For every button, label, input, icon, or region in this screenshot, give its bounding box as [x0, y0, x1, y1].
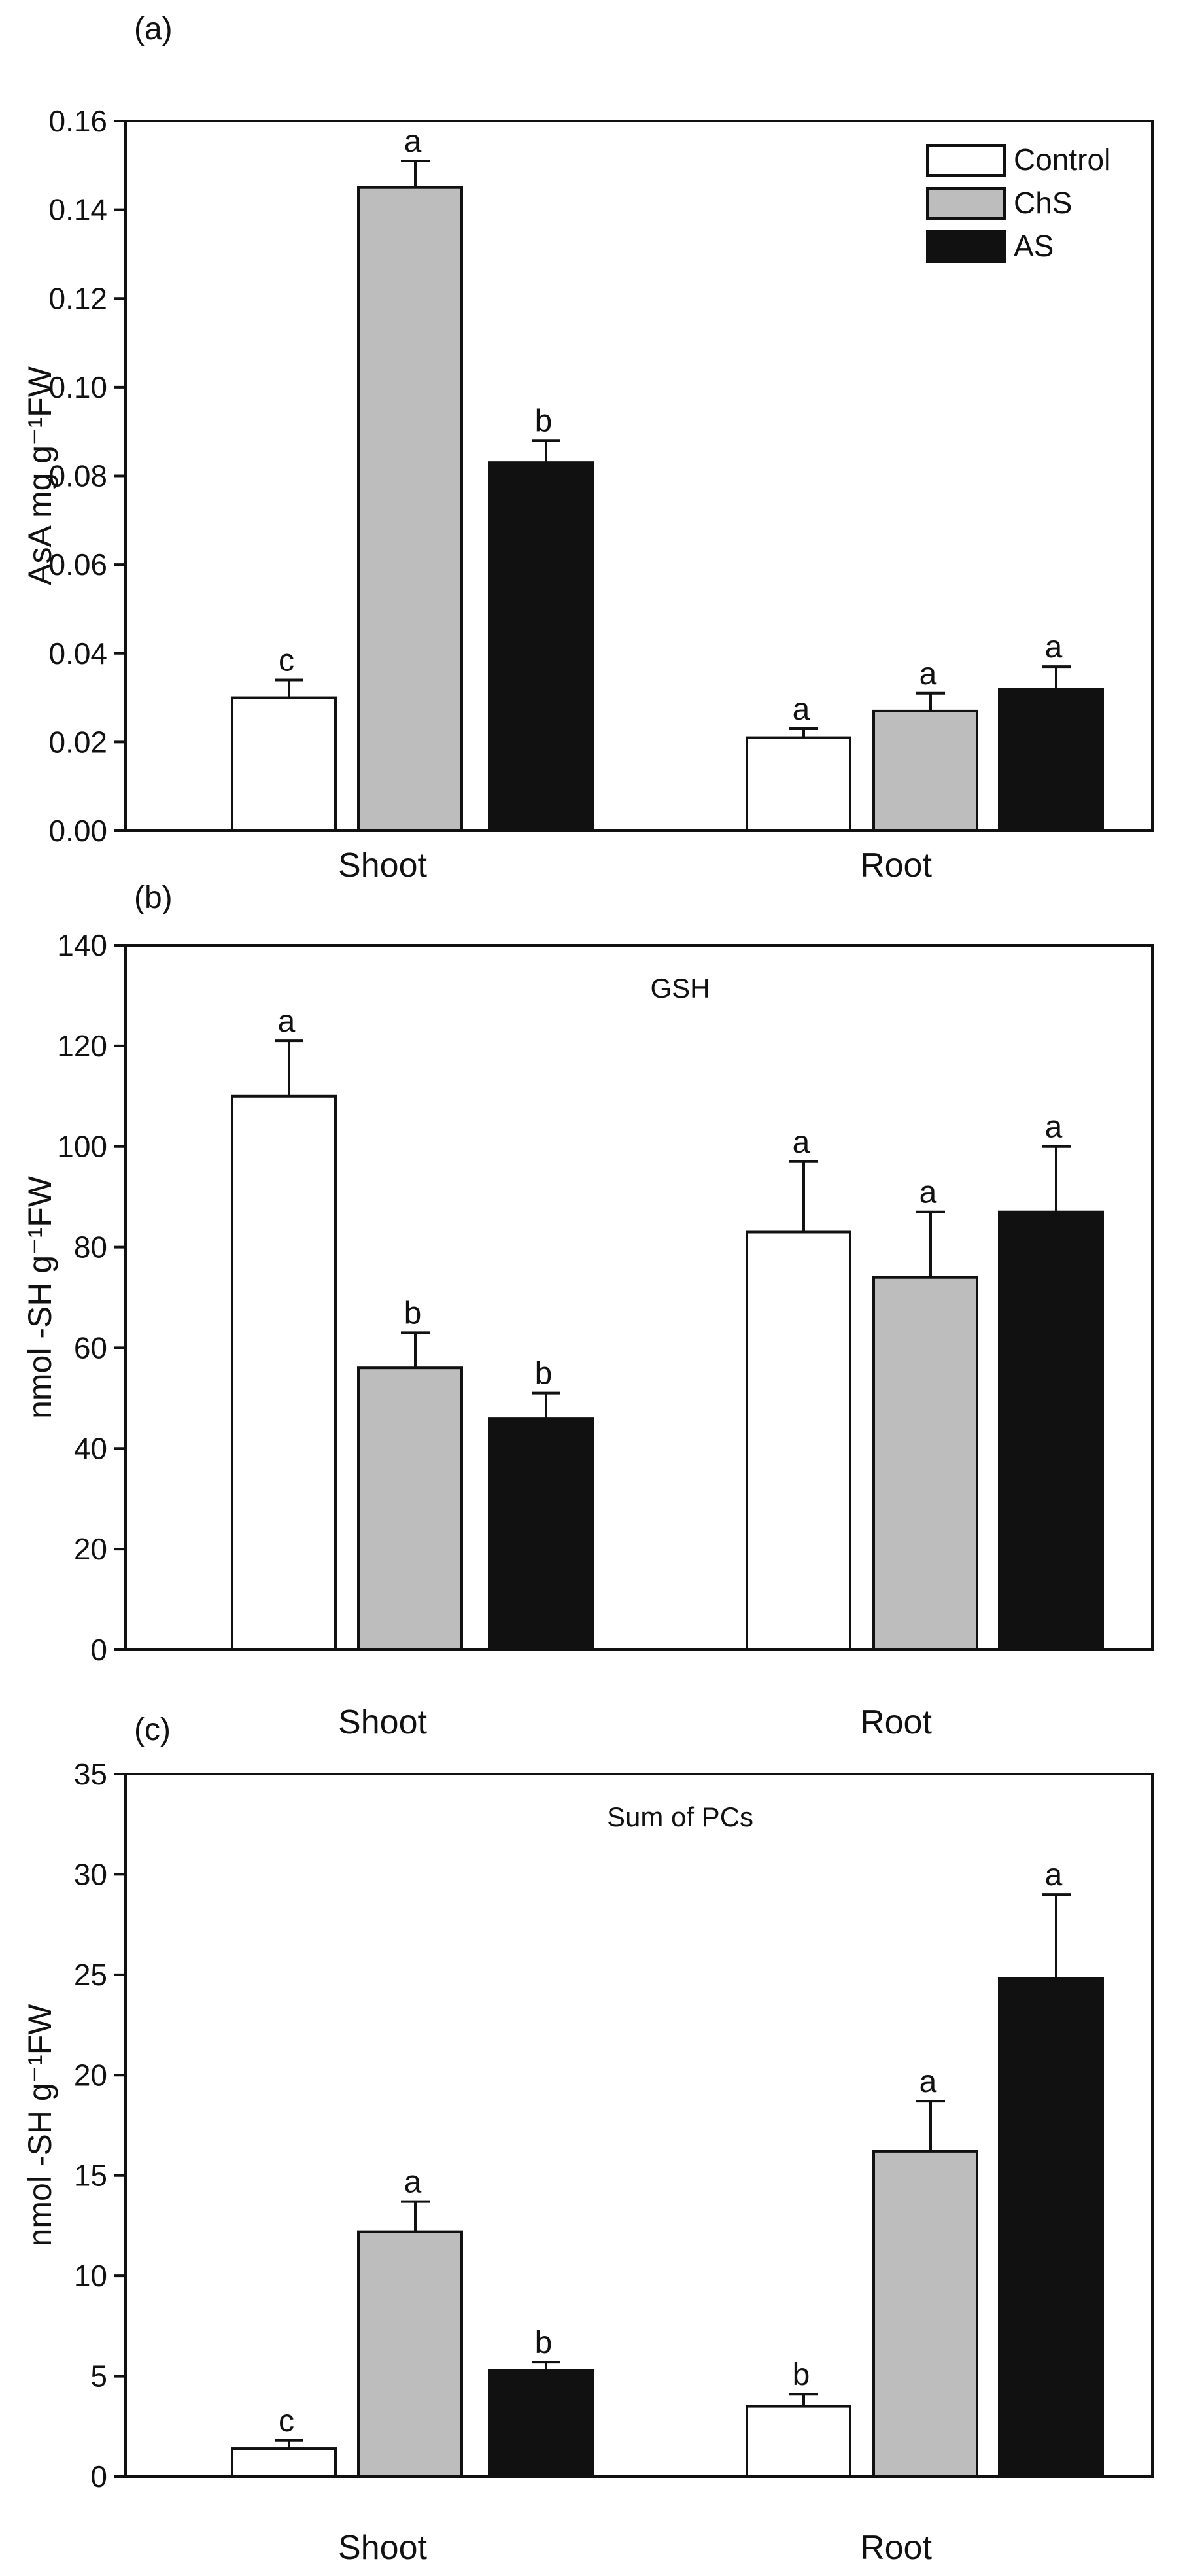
category-label-shoot: Shoot [338, 846, 427, 884]
significance-letter: c [279, 2404, 294, 2439]
significance-letter: a [278, 1004, 296, 1039]
chart-panel-0: (a) 0.00 0.02 0.04 0.06 0.08 0.10 0.12 0.14 0.16 A… [22, 12, 1154, 884]
legend-swatch-control [926, 144, 1006, 177]
bar-control-shoot [231, 1094, 337, 1652]
significance-letter: b [793, 2358, 810, 2392]
y-tick-label: 0.14 [48, 193, 107, 227]
bar-as-shoot [488, 1417, 594, 1652]
bar-chs-root [872, 709, 978, 832]
y-axis-label: AsA mg g⁻¹FW [22, 366, 58, 585]
y-tick-label: 0.04 [48, 636, 107, 670]
significance-letter: a [919, 657, 937, 691]
legend-label-control: Control [1014, 143, 1110, 177]
significance-letter: b [535, 404, 553, 438]
significance-letter: c [279, 643, 294, 678]
bar-chs-shoot [357, 2230, 463, 2478]
y-tick-label: 20 [74, 1532, 107, 1566]
y-tick-label: 0.02 [48, 725, 107, 759]
category-label-root: Root [860, 1703, 932, 1741]
significance-letter: a [404, 124, 422, 159]
y-tick-label: 100 [57, 1130, 107, 1164]
legend-swatch-as [926, 230, 1006, 263]
y-tick-label: 0.00 [48, 814, 107, 848]
chart-panel-1: (b) 0 20 40 60 80 100 120 140 nmol -SH g⁻¹FW GSH Sh… [22, 880, 1154, 1741]
significance-letter: a [404, 2165, 422, 2200]
significance-letter: a [793, 1125, 810, 1160]
bar-chs-shoot [357, 1366, 463, 1651]
panel-label: (c) [134, 1713, 171, 1747]
y-tick-label: 10 [74, 2259, 107, 2293]
bar-chs-root [872, 1276, 978, 1651]
plot-frame [124, 1773, 1154, 2478]
bar-control-root [746, 736, 851, 832]
significance-letter: a [919, 2064, 937, 2099]
legend-swatch-chs [926, 187, 1006, 220]
y-tick-label: 20 [74, 2058, 107, 2092]
category-label-root: Root [860, 846, 932, 884]
significance-letter: a [793, 692, 810, 727]
y-axis-label: nmol -SH g⁻¹FW [22, 2004, 58, 2247]
y-axis-label: nmol -SH g⁻¹FW [22, 1175, 58, 1419]
category-label-root: Root [860, 2529, 932, 2567]
significance-letter: a [1045, 1858, 1063, 1892]
chart-title: Sum of PCs [607, 1801, 753, 1832]
category-label-shoot: Shoot [338, 1703, 427, 1741]
y-tick-label: 0 [90, 1633, 107, 1667]
panel-label: (b) [134, 880, 173, 915]
bar-as-shoot [488, 461, 594, 832]
y-tick-label: 0.08 [48, 459, 107, 493]
y-tick-label: 0.16 [48, 104, 107, 138]
y-tick-label: 35 [74, 1757, 107, 1791]
legend: Control ChS AS [926, 143, 1110, 263]
bar-chs-shoot [357, 186, 463, 832]
bar-control-shoot [231, 2447, 337, 2479]
y-tick-label: 15 [74, 2159, 107, 2193]
bar-chs-root [872, 2150, 978, 2478]
y-tick-label: 140 [57, 928, 107, 962]
y-tick-label: 30 [74, 1857, 107, 1891]
panel-label: (a) [134, 12, 173, 46]
y-tick-label: 120 [57, 1029, 107, 1063]
bar-as-root [998, 1977, 1104, 2479]
y-tick-label: 0 [90, 2460, 107, 2494]
y-tick-label: 80 [74, 1230, 107, 1264]
significance-letter: a [1045, 1110, 1063, 1145]
bar-as-root [998, 1210, 1104, 1651]
chart-panel-2: (c) 0 5 10 15 20 25 30 35 nmol -SH g⁻¹FW Sum of PC… [22, 1713, 1154, 2567]
bar-control-shoot [231, 696, 337, 832]
bar-as-root [998, 688, 1104, 832]
y-tick-label: 0.06 [48, 548, 107, 582]
significance-letter: b [535, 2325, 553, 2360]
legend-label-as: AS [1014, 229, 1054, 263]
chart-title: GSH [650, 973, 710, 1003]
plot-frame [124, 944, 1154, 1651]
y-tick-label: 40 [74, 1431, 107, 1465]
significance-letter: b [535, 1357, 553, 1391]
y-tick-label: 0.12 [48, 281, 107, 315]
bar-as-shoot [488, 2369, 594, 2479]
y-tick-label: 0.10 [48, 370, 107, 404]
y-tick-label: 5 [90, 2359, 107, 2393]
bar-control-root [746, 1230, 851, 1651]
significance-letter: a [1045, 630, 1063, 665]
y-tick-label: 60 [74, 1331, 107, 1365]
significance-letter: a [919, 1175, 937, 1210]
legend-label-chs: ChS [1014, 186, 1072, 220]
significance-letter: b [404, 1296, 422, 1331]
y-tick-label: 25 [74, 1958, 107, 1992]
bar-control-root [746, 2405, 851, 2479]
category-label-shoot: Shoot [338, 2529, 427, 2567]
